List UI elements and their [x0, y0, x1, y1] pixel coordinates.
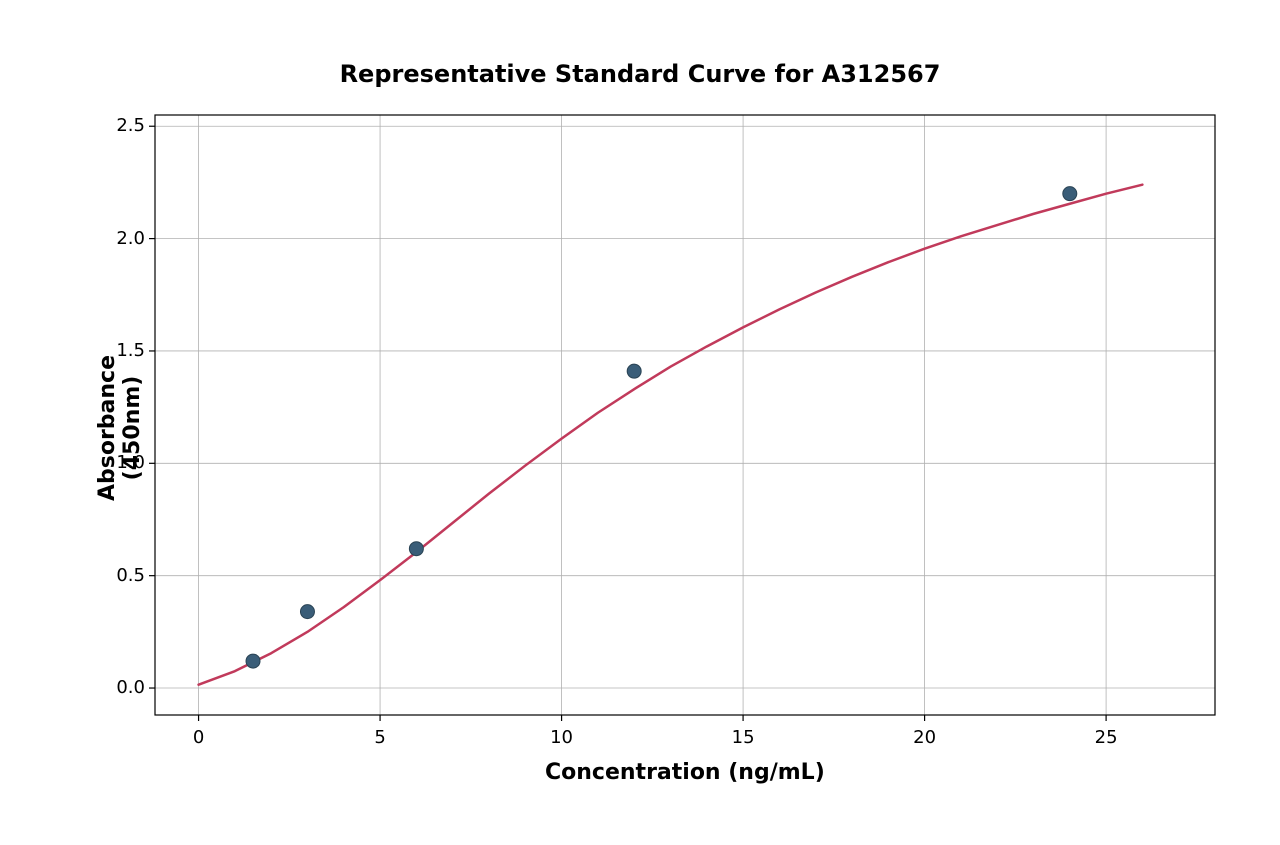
- y-tick-label: 2.0: [105, 228, 145, 249]
- y-tick-label: 1.0: [105, 452, 145, 473]
- x-tick-label: 10: [547, 727, 577, 748]
- y-tick-label: 0.0: [105, 677, 145, 698]
- x-tick-label: 25: [1091, 727, 1121, 748]
- x-tick-label: 20: [910, 727, 940, 748]
- y-tick-label: 1.5: [105, 340, 145, 361]
- x-tick-label: 0: [184, 727, 214, 748]
- x-tick-label: 15: [728, 727, 758, 748]
- chart-svg: [0, 0, 1280, 845]
- chart-container: Representative Standard Curve for A31256…: [0, 0, 1280, 845]
- x-axis-label: Concentration (ng/mL): [545, 760, 825, 785]
- x-tick-label: 5: [365, 727, 395, 748]
- y-tick-label: 0.5: [105, 565, 145, 586]
- y-tick-label: 2.5: [105, 115, 145, 136]
